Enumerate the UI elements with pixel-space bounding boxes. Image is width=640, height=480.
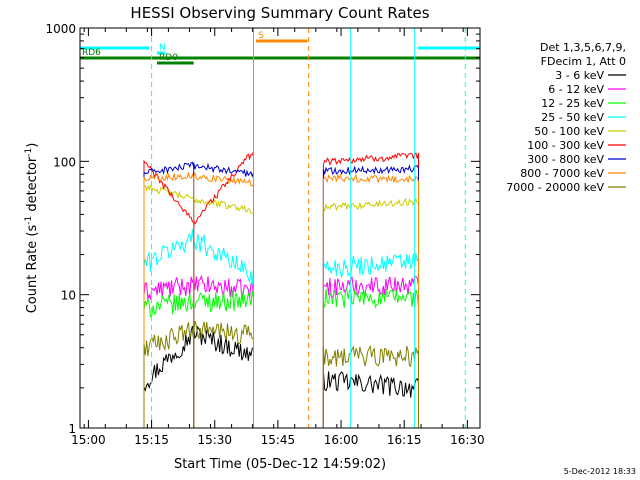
y-axis-label-sup2: -1 — [24, 148, 34, 157]
x-tick-label-1: 15:00 — [71, 433, 106, 447]
legend-label-2: 6 - 12 keV — [548, 83, 604, 96]
legend-label-6: 100 - 300 keV — [527, 139, 604, 152]
legend-label-5: 50 - 100 keV — [534, 125, 604, 138]
flag-label-6: S — [258, 31, 264, 41]
legend-label-1: 3 - 6 keV — [555, 69, 604, 82]
y-tick-label-1: 1 — [68, 422, 76, 436]
legend-header-2: FDecim 1, Att 0 — [541, 55, 626, 68]
data-layer — [143, 151, 419, 428]
y-axis-label-mid: detector — [25, 156, 40, 216]
x-tick-label-3: 15:30 — [197, 433, 232, 447]
footer-date: 5-Dec-2012 18:33 — [564, 467, 636, 476]
flag-label-5: RD6 — [82, 48, 101, 58]
chart-title: HESSI Observing Summary Count Rates — [130, 4, 429, 22]
plot-frame — [79, 27, 481, 429]
y-axis-label: Count Rate (s-1 detector-1) — [24, 143, 40, 314]
legend-label-7: 300 - 800 keV — [527, 153, 604, 166]
series-line-7 — [143, 161, 419, 428]
series-line-8 — [143, 171, 419, 428]
y-tick-label-2: 10 — [61, 289, 76, 303]
y-tick-label-3: 100 — [53, 155, 76, 169]
series-line-5 — [143, 184, 419, 428]
x-axis-label: Start Time (05-Dec-12 14:59:02) — [174, 457, 386, 472]
y-axis-label-sup1: -1 — [24, 216, 34, 225]
flag-label-3: N — [159, 43, 166, 53]
series-line-6 — [143, 151, 419, 428]
y-axis-label-end: ) — [25, 143, 40, 148]
legend-label-4: 25 - 50 keV — [541, 111, 604, 124]
legend: Det 1,3,5,6,7,9,FDecim 1, Att 03 - 6 keV… — [506, 41, 626, 194]
x-tick-label-5: 16:00 — [324, 433, 359, 447]
x-tick-label-2: 15:15 — [134, 433, 169, 447]
flag-bars-layer: NRD0RD6S — [80, 31, 480, 65]
legend-label-3: 12 - 25 keV — [541, 97, 604, 110]
legend-label-8: 800 - 7000 keV — [520, 167, 604, 180]
legend-label-9: 7000 - 20000 keV — [506, 181, 604, 194]
x-tick-label-4: 15:45 — [261, 433, 296, 447]
y-axis-label-main: Count Rate (s — [25, 225, 40, 314]
vertical-markers-layer — [151, 28, 466, 428]
axes-layer: 15:00 15:15 15:30 15:45 16:00 16:15 16:30 1 10 10… — [45, 22, 484, 447]
y-tick-label-4: 1000 — [45, 22, 76, 36]
series-line-3 — [143, 287, 419, 428]
x-tick-label-7: 16:30 — [450, 433, 485, 447]
x-tick-label-6: 16:15 — [387, 433, 422, 447]
legend-header-1: Det 1,3,5,6,7,9, — [540, 41, 626, 54]
